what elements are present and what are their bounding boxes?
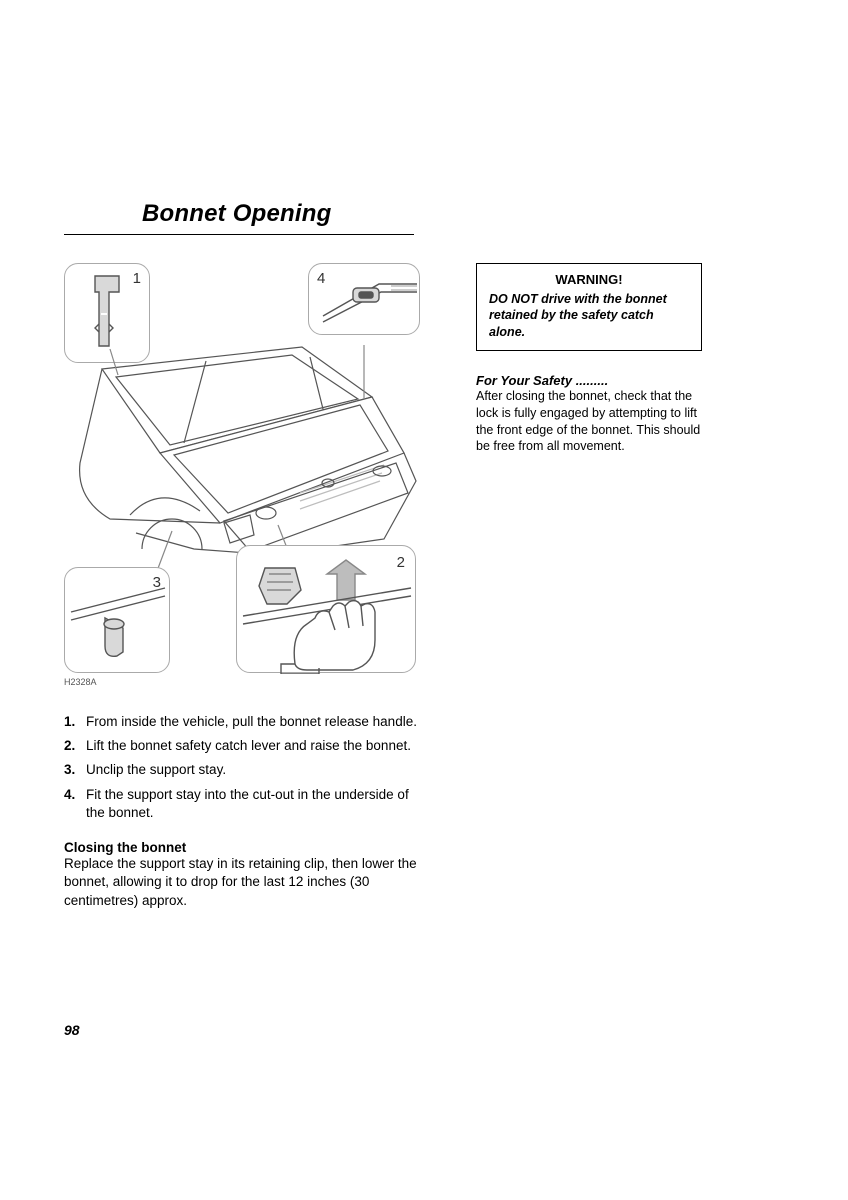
step-row: 3. Unclip the support stay.	[64, 761, 420, 779]
step-number: 4.	[64, 786, 86, 822]
callout-number-3: 3	[153, 574, 161, 591]
closing-body: Replace the support stay in its retainin…	[64, 855, 420, 910]
page-title: Bonnet Opening	[142, 200, 414, 228]
step-text: Lift the bonnet safety catch lever and r…	[86, 737, 411, 755]
step-row: 1. From inside the vehicle, pull the bon…	[64, 713, 420, 731]
safety-catch-hand-icon	[237, 546, 417, 674]
callout-box-4: 4	[308, 263, 420, 335]
page-content: Bonnet Opening 1	[64, 200, 784, 910]
left-column: 1 4	[64, 263, 420, 910]
step-number: 1.	[64, 713, 86, 731]
step-number: 2.	[64, 737, 86, 755]
right-column: WARNING! DO NOT drive with the bonnet re…	[476, 263, 702, 455]
warning-box: WARNING! DO NOT drive with the bonnet re…	[476, 263, 702, 351]
closing-heading: Closing the bonnet	[64, 840, 420, 855]
page-number: 98	[64, 1022, 80, 1038]
warning-body: DO NOT drive with the bonnet retained by…	[489, 291, 689, 340]
step-text: Fit the support stay into the cut-out in…	[86, 786, 420, 822]
safety-heading: For Your Safety .........	[476, 373, 702, 388]
safety-body: After closing the bonnet, check that the…	[476, 388, 702, 456]
callout-box-3: 3	[64, 567, 170, 673]
step-text: From inside the vehicle, pull the bonnet…	[86, 713, 417, 731]
callout-number-2: 2	[397, 554, 405, 571]
title-rule: Bonnet Opening	[64, 200, 414, 235]
step-number: 3.	[64, 761, 86, 779]
callout-number-4: 4	[317, 270, 325, 287]
step-row: 4. Fit the support stay into the cut-out…	[64, 786, 420, 822]
warning-title: WARNING!	[489, 272, 689, 287]
callout-box-2: 2	[236, 545, 416, 673]
steps-list: 1. From inside the vehicle, pull the bon…	[64, 713, 420, 822]
figure-id-label: H2328A	[64, 677, 97, 687]
callout-number-1: 1	[133, 270, 141, 287]
step-text: Unclip the support stay.	[86, 761, 226, 779]
two-column-layout: 1 4	[64, 263, 784, 910]
support-stay-slot-icon	[309, 264, 421, 336]
step-row: 2. Lift the bonnet safety catch lever an…	[64, 737, 420, 755]
bonnet-figure: 1 4	[64, 263, 420, 673]
